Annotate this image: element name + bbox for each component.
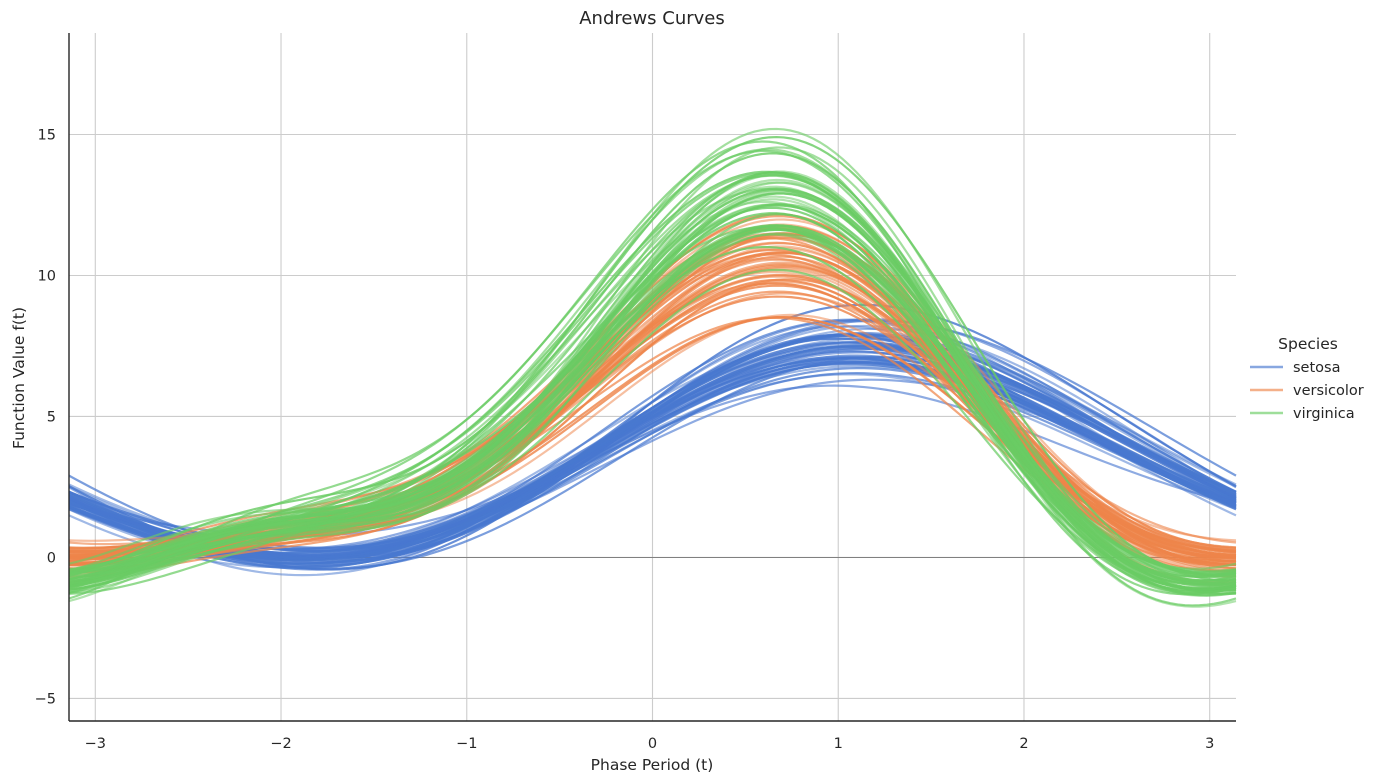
- series-virginica: [68, 127, 1237, 608]
- legend-label-setosa: setosa: [1293, 360, 1340, 376]
- x-tick-label: −3: [85, 736, 106, 752]
- x-tick-label: 1: [834, 736, 843, 752]
- y-tick-label: 10: [38, 268, 56, 284]
- legend-label-virginica: virginica: [1293, 406, 1355, 422]
- x-tick-label: 2: [1019, 736, 1028, 752]
- curve-line: [68, 192, 1237, 578]
- curve-line: [68, 333, 1237, 559]
- legend-entries: setosa versicolor virginica: [1250, 360, 1364, 422]
- x-tick-label: −2: [270, 736, 291, 752]
- curve-line: [68, 351, 1237, 557]
- x-tick-label: 3: [1205, 736, 1214, 752]
- curve-line: [68, 224, 1237, 586]
- chart-title: Andrews Curves: [579, 8, 725, 29]
- y-tick-label: 5: [47, 409, 56, 425]
- x-axis-label: Phase Period (t): [591, 756, 714, 774]
- curve-line: [68, 333, 1237, 562]
- x-tick-labels: −3 −2 −1 0 1 2 3: [85, 736, 1215, 752]
- x-tick-label: −1: [456, 736, 477, 752]
- axes: [68, 33, 1236, 722]
- curve-line: [68, 228, 1237, 590]
- y-axis-label: Function Value f(t): [10, 307, 28, 449]
- y-tick-labels: −5 0 5 10 15: [35, 128, 56, 708]
- y-tick-label: 0: [47, 550, 56, 566]
- y-tick-label: 15: [38, 128, 56, 144]
- legend: Species setosa versicolor virginica: [1250, 335, 1364, 422]
- legend-title: Species: [1278, 335, 1338, 353]
- legend-label-versicolor: versicolor: [1293, 383, 1364, 399]
- curve-line: [68, 187, 1237, 579]
- y-tick-label: −5: [35, 691, 56, 707]
- x-tick-label: 0: [648, 736, 657, 752]
- curves: [68, 127, 1237, 608]
- series-setosa: [68, 303, 1237, 577]
- curve-line: [68, 224, 1237, 578]
